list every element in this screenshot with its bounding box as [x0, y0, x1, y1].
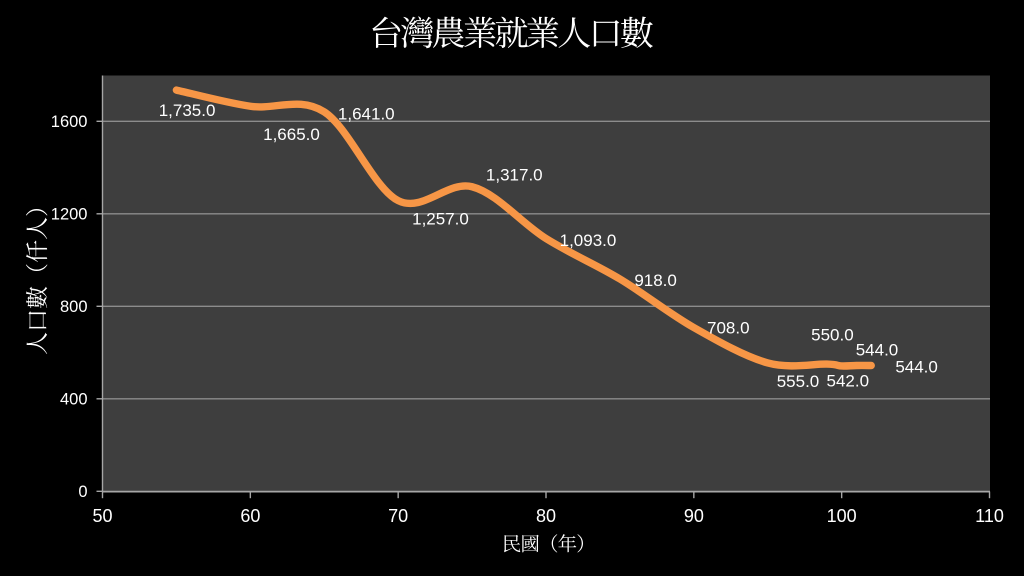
svg-text:1,641.0: 1,641.0 [338, 105, 395, 124]
svg-text:800: 800 [60, 298, 88, 316]
svg-text:70: 70 [388, 506, 408, 526]
svg-text:50: 50 [92, 506, 112, 526]
svg-text:550.0: 550.0 [811, 325, 854, 344]
svg-text:90: 90 [684, 506, 704, 526]
svg-text:0: 0 [78, 483, 87, 501]
svg-text:400: 400 [60, 391, 88, 409]
svg-text:1200: 1200 [51, 206, 88, 224]
svg-text:60: 60 [240, 506, 260, 526]
svg-text:100: 100 [827, 506, 857, 526]
svg-text:1600: 1600 [51, 113, 88, 131]
svg-text:1,665.0: 1,665.0 [263, 125, 320, 144]
svg-text:544.0: 544.0 [895, 358, 938, 377]
svg-text:1,735.0: 1,735.0 [159, 101, 216, 120]
svg-text:544.0: 544.0 [856, 341, 899, 360]
svg-text:80: 80 [536, 506, 556, 526]
svg-text:1,257.0: 1,257.0 [412, 210, 469, 229]
svg-text:918.0: 918.0 [634, 271, 677, 290]
svg-text:555.0: 555.0 [777, 372, 820, 391]
svg-text:1,093.0: 1,093.0 [560, 231, 617, 250]
svg-text:110: 110 [975, 506, 1004, 526]
svg-text:1,317.0: 1,317.0 [486, 165, 543, 184]
svg-text:542.0: 542.0 [827, 371, 870, 390]
svg-text:708.0: 708.0 [707, 319, 750, 338]
